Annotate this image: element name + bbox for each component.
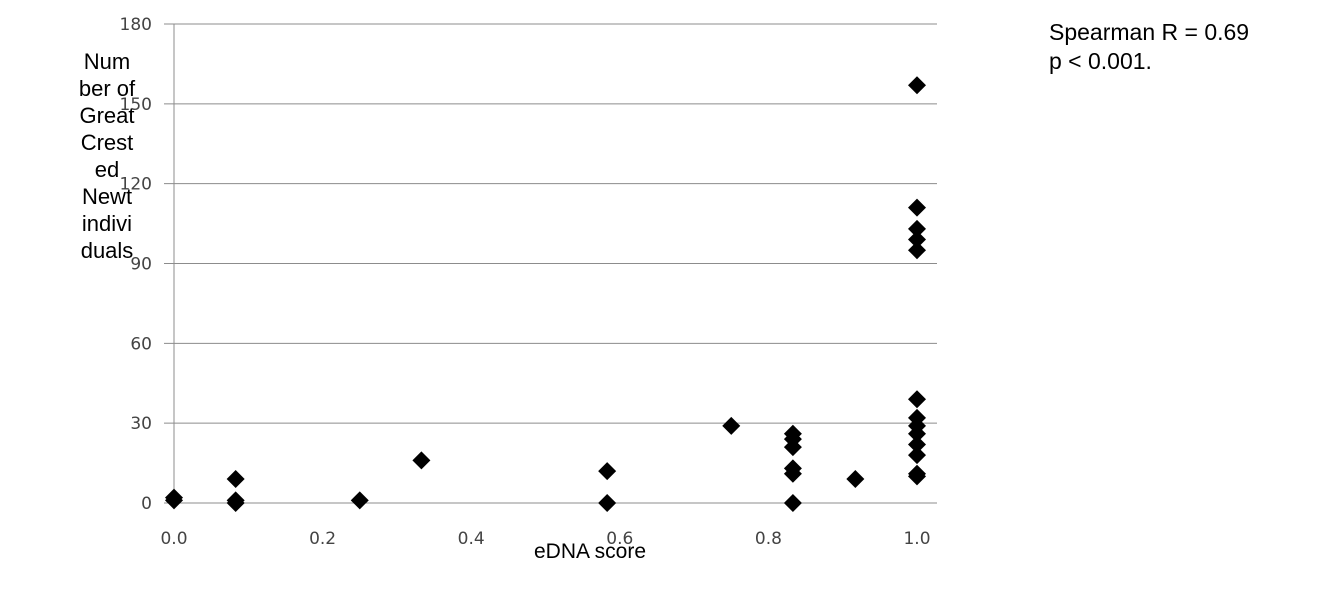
data-point — [226, 491, 245, 510]
data-point — [908, 76, 926, 95]
y-tick-label: 150 — [120, 95, 152, 115]
x-tick-label: 0.0 — [160, 529, 187, 549]
data-point — [412, 451, 431, 470]
axes — [164, 24, 937, 504]
y-tick-label: 30 — [130, 414, 152, 434]
data-point — [908, 390, 926, 409]
y-axis-label-line: ber of — [78, 76, 136, 101]
gridlines — [164, 23, 937, 424]
y-axis-label: Num ber of Great Crest ed Newt indivi du… — [72, 48, 142, 264]
y-tick-label: 0 — [141, 494, 152, 514]
spearman-r-text: Spearman R = 0.69 — [1049, 19, 1250, 45]
x-tick-labels: 0.0 0.2 0.4 0.6 0.8 1.0 — [160, 529, 930, 549]
data-point — [598, 494, 617, 512]
statistics-annotation: Spearman R = 0.69 p < 0.001. — [1049, 18, 1249, 76]
data-point — [908, 198, 926, 217]
data-point — [598, 462, 617, 481]
data-point — [908, 435, 926, 454]
x-tick-label: 0.4 — [458, 529, 485, 549]
data-point — [165, 488, 183, 507]
y-axis-label-line: ed — [94, 157, 120, 182]
y-axis-label-line: duals — [80, 238, 134, 263]
y-axis-label-line: Num — [83, 49, 131, 74]
data-points — [165, 76, 926, 512]
y-tick-labels: 0 30 60 90 120 150 180 — [120, 15, 152, 514]
y-tick-label: 90 — [130, 255, 152, 275]
data-point — [783, 494, 802, 512]
y-axis-label-line: Great — [79, 103, 135, 128]
data-point — [908, 464, 926, 483]
x-tick-label: 0.2 — [309, 529, 336, 549]
data-point — [783, 459, 802, 478]
x-tick-label: 0.8 — [755, 529, 782, 549]
data-point — [783, 424, 802, 443]
data-point — [908, 408, 926, 427]
y-axis-label-line: Newt — [81, 184, 133, 209]
data-point — [908, 230, 926, 249]
data-point — [226, 470, 245, 489]
y-tick-label: 180 — [120, 15, 152, 35]
data-point — [722, 416, 741, 435]
data-point — [908, 219, 926, 238]
data-point — [350, 491, 369, 510]
data-point — [908, 446, 926, 465]
x-tick-label: 0.6 — [606, 529, 633, 549]
x-axis-label: eDNA score — [533, 540, 647, 563]
y-tick-label: 120 — [120, 175, 152, 195]
y-axis-label-line: indivi — [81, 211, 133, 236]
p-value-text: p < 0.001. — [1049, 48, 1152, 74]
data-point — [908, 241, 926, 260]
x-tick-label: 1.0 — [903, 529, 930, 549]
y-tick-label: 60 — [130, 334, 152, 354]
y-axis-label-line: Crest — [80, 130, 134, 155]
data-point — [846, 470, 865, 489]
